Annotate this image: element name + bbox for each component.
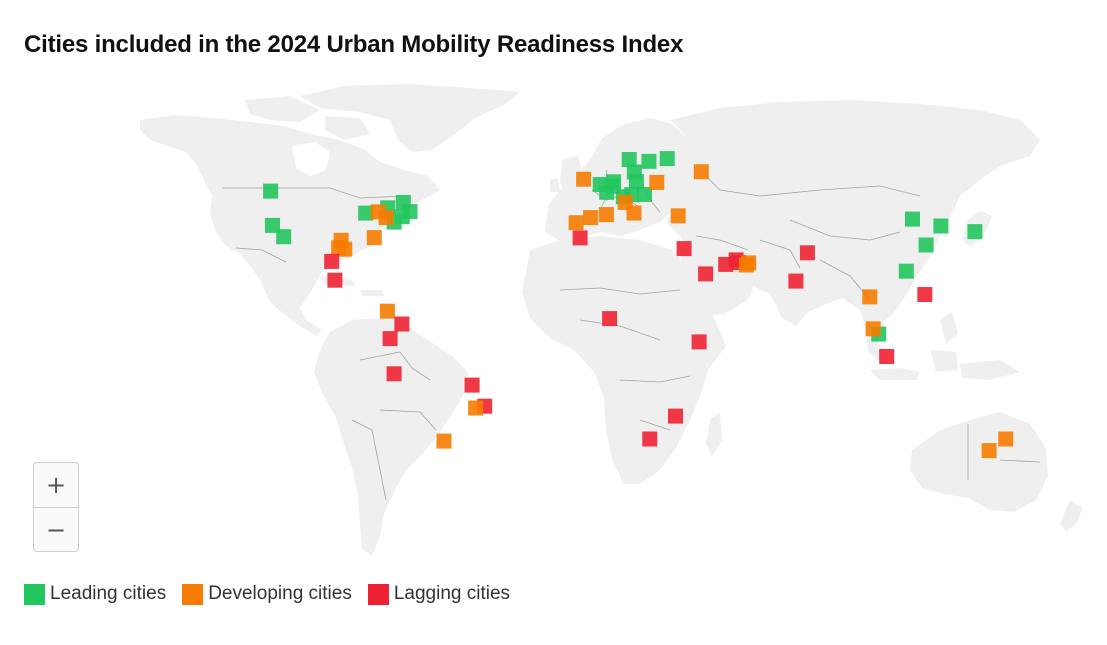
land-arctic-islands (245, 96, 370, 140)
world-map[interactable] (0, 80, 1107, 570)
city-marker-lagging[interactable] (788, 273, 804, 289)
legend-item-leading[interactable]: Leading cities (24, 583, 166, 605)
city-marker-leading[interactable] (918, 237, 934, 253)
city-marker-developing[interactable] (981, 443, 997, 459)
border-russia (699, 169, 921, 197)
land-south-america (314, 318, 468, 556)
city-marker-leading[interactable] (641, 153, 657, 169)
zoom-out-button[interactable]: − (34, 507, 78, 551)
city-marker-lagging[interactable] (382, 331, 398, 347)
developing-swatch (182, 583, 204, 605)
city-marker-lagging[interactable] (327, 272, 343, 288)
land-madagascar (706, 412, 722, 456)
city-marker-leading[interactable] (276, 229, 292, 245)
land-new-zealand (1060, 500, 1082, 532)
city-marker-developing[interactable] (998, 431, 1014, 447)
city-marker-leading[interactable] (659, 151, 675, 167)
legend-item-lagging[interactable]: Lagging cities (367, 583, 511, 605)
city-marker-developing[interactable] (331, 240, 347, 256)
zoom-control: + − (33, 462, 79, 552)
city-marker-lagging[interactable] (879, 349, 895, 364)
border-australia (967, 424, 1041, 480)
city-marker-leading[interactable] (905, 211, 920, 227)
city-marker-developing[interactable] (436, 433, 452, 449)
city-marker-leading[interactable] (898, 263, 914, 279)
border-africa (559, 287, 691, 431)
land-british-isles (550, 156, 584, 196)
city-marker-developing[interactable] (670, 208, 686, 224)
city-marker-lagging[interactable] (464, 377, 480, 393)
legend-item-developing[interactable]: Developing cities (182, 583, 352, 605)
city-marker-leading[interactable] (967, 224, 983, 240)
city-marker-lagging[interactable] (602, 311, 618, 327)
city-marker-leading[interactable] (637, 186, 652, 202)
city-marker-leading[interactable] (933, 218, 949, 234)
land-asia (666, 100, 1040, 364)
legend-label-lagging: Lagging cities (393, 583, 511, 604)
map-title: Cities included in the 2024 Urban Mobili… (24, 31, 684, 58)
city-marker-developing[interactable] (865, 321, 881, 337)
city-marker-lagging[interactable] (698, 266, 714, 282)
city-marker-developing[interactable] (379, 303, 395, 319)
city-marker-lagging[interactable] (394, 316, 410, 332)
city-marker-developing[interactable] (741, 255, 757, 271)
legend-label-developing: Developing cities (208, 583, 352, 604)
leading-swatch (24, 583, 45, 605)
city-marker-developing[interactable] (378, 210, 394, 226)
land-australia (910, 412, 1048, 512)
city-marker-leading[interactable] (402, 204, 418, 220)
city-marker-leading[interactable] (621, 152, 637, 167)
city-marker-leading[interactable] (263, 183, 279, 199)
city-marker-developing[interactable] (862, 289, 878, 305)
border-middle-east (695, 235, 801, 269)
city-marker-lagging[interactable] (917, 287, 933, 302)
city-marker-leading[interactable] (265, 217, 280, 233)
city-marker-developing[interactable] (366, 230, 382, 246)
land-indonesia (870, 312, 1020, 380)
city-marker-lagging[interactable] (324, 253, 340, 269)
city-marker-lagging[interactable] (386, 366, 402, 382)
city-marker-developing[interactable] (649, 174, 665, 190)
border-andes (351, 419, 387, 501)
city-marker-leading[interactable] (358, 205, 374, 221)
land-greenland (300, 84, 520, 152)
city-marker-developing[interactable] (468, 400, 484, 416)
city-marker-lagging[interactable] (676, 241, 692, 257)
border-us-mexico (235, 247, 287, 263)
city-marker-developing[interactable] (576, 171, 592, 187)
water-hudson-bay (292, 142, 330, 176)
lagging-swatch (367, 583, 389, 605)
city-marker-lagging[interactable] (668, 408, 683, 424)
land-north-america (140, 115, 440, 336)
city-marker-developing[interactable] (693, 164, 709, 180)
city-marker-lagging[interactable] (642, 431, 658, 447)
border-brazil (359, 351, 437, 431)
city-marker-developing[interactable] (583, 210, 599, 226)
zoom-in-button[interactable]: + (34, 463, 78, 507)
legend: Leading cities Developing cities Lagging… (24, 583, 526, 605)
city-marker-leading[interactable] (628, 174, 644, 190)
city-marker-developing[interactable] (626, 205, 642, 221)
city-marker-lagging[interactable] (799, 245, 815, 261)
city-marker-leading[interactable] (604, 178, 620, 194)
legend-label-leading: Leading cities (50, 583, 167, 604)
city-marker-developing[interactable] (568, 215, 584, 231)
city-markers (263, 151, 1014, 459)
city-marker-developing[interactable] (598, 207, 614, 223)
city-marker-lagging[interactable] (691, 334, 707, 350)
city-marker-lagging[interactable] (572, 230, 588, 246)
